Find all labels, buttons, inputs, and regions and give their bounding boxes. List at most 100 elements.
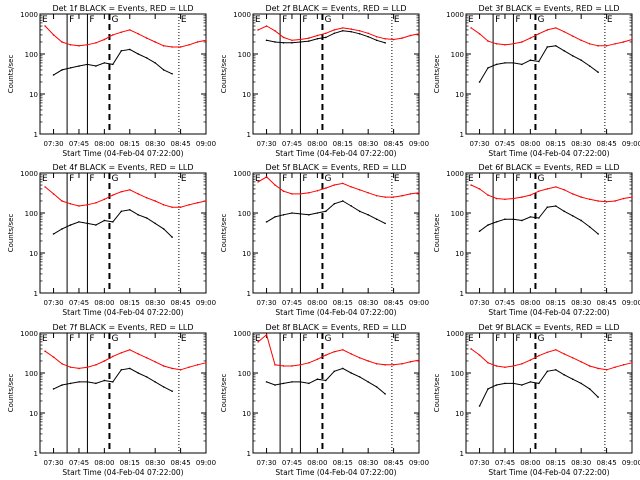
lld-data-point [597, 367, 599, 370]
lld-data-point [52, 193, 55, 195]
events-data-point [478, 405, 481, 407]
x-tick-label: 07:30 [43, 459, 63, 467]
y-tick-label: 1000 [233, 330, 251, 338]
events-data-point [274, 41, 276, 43]
events-data-point [282, 382, 285, 385]
lld-data-point [145, 356, 148, 359]
x-tick-label: 08:30 [358, 459, 378, 467]
event-marker-label: E [42, 334, 48, 344]
lld-data-point [384, 37, 386, 40]
lld-data-point [375, 362, 378, 365]
events-data-point [546, 370, 549, 373]
lld-data-point [367, 32, 369, 35]
events-data-point [120, 50, 123, 52]
events-data-point [538, 217, 540, 219]
events-data-point [571, 55, 574, 57]
events-data-point [367, 214, 369, 216]
events-data-point [112, 381, 114, 383]
events-data-point [308, 382, 310, 385]
y-tick-label: 1000 [20, 330, 38, 338]
panel-title: Det 5f BLACK = Events, RED = LLD [265, 163, 406, 172]
events-data-point [358, 32, 361, 35]
events-data-point [61, 69, 63, 71]
events-data-point [137, 214, 140, 216]
lld-data-point [622, 197, 625, 200]
x-tick-label: 09:00 [196, 299, 216, 307]
lld-data-point [470, 348, 472, 350]
events-data-point [358, 376, 361, 378]
events-data-point [145, 376, 148, 378]
events-data-point [52, 233, 55, 235]
event-marker-label: E [255, 334, 261, 344]
event-marker-label: G [324, 15, 331, 25]
lld-data-point [546, 188, 549, 190]
lld-data-point [478, 32, 481, 35]
lld-data-point [179, 369, 182, 371]
x-tick-label: 08:00 [94, 140, 114, 148]
lld-data-point [196, 41, 199, 43]
lld-series-line [257, 333, 420, 367]
plot-frame [465, 332, 633, 454]
x-tick-label: 08:45 [383, 140, 403, 148]
lld-data-point [504, 198, 506, 201]
lld-series-line [44, 186, 207, 208]
lld-data-point [512, 365, 515, 367]
events-series-line [53, 209, 173, 238]
x-tick-label: 07:45 [69, 140, 89, 148]
x-tick-label: 07:45 [282, 140, 302, 148]
event-marker-label: E [255, 174, 261, 184]
x-tick-label: 08:45 [170, 299, 190, 307]
event-marker-label: F [495, 334, 500, 344]
x-tick-label: 09:00 [409, 299, 429, 307]
x-tick-label: 09:00 [196, 459, 216, 467]
event-marker-label: E [181, 174, 187, 184]
detector-panel: Det 5f BLACK = Events, RED = LLD Counts/s… [220, 163, 429, 317]
lld-data-point [631, 361, 633, 364]
lld-data-point [333, 29, 336, 31]
lld-series-line [470, 27, 633, 47]
events-data-point [103, 379, 106, 382]
events-data-point [86, 63, 89, 66]
x-tick-label: 08:00 [520, 459, 540, 467]
events-data-point [580, 219, 582, 222]
events-data-point [341, 200, 344, 202]
y-axis-label: Counts/sec [7, 374, 15, 413]
event-marker-label: E [607, 174, 613, 184]
lld-data-point [299, 38, 302, 41]
x-axis-label: Start Time (04-Feb-04 07:22:00) [62, 468, 183, 477]
lld-data-point [571, 35, 574, 37]
lld-data-point [128, 189, 131, 191]
x-tick-label: 07:30 [469, 459, 489, 467]
event-marker-label: E [468, 174, 474, 184]
lld-data-point [282, 190, 285, 193]
x-tick-label: 09:00 [622, 140, 640, 148]
lld-data-point [418, 191, 420, 194]
event-marker-label: E [468, 15, 474, 25]
panel-title: Det 3f BLACK = Events, RED = LLD [478, 4, 619, 13]
events-data-point [265, 39, 268, 42]
lld-data-point [478, 354, 481, 356]
events-data-point [103, 219, 106, 222]
events-data-point [341, 30, 344, 32]
lld-series-line [257, 25, 420, 41]
events-data-point [512, 382, 515, 385]
lld-data-point [61, 41, 63, 43]
lld-data-point [61, 362, 63, 365]
event-marker-label: F [302, 15, 307, 25]
lld-data-point [358, 189, 361, 191]
events-data-point [350, 205, 353, 207]
lld-data-point [137, 353, 140, 355]
lld-data-point [265, 334, 268, 336]
event-marker-label: F [515, 334, 520, 344]
events-data-point [325, 210, 327, 213]
x-tick-label: 07:30 [43, 140, 63, 148]
lld-data-point [325, 354, 327, 356]
event-marker-label: F [69, 174, 74, 184]
event-marker-label: F [495, 174, 500, 184]
detector-panel: Det 1f BLACK = Events, RED = LLD Counts/s… [7, 4, 216, 158]
lld-data-point [597, 45, 599, 47]
x-tick-label: 08:15 [546, 459, 566, 467]
lld-data-point [120, 190, 123, 193]
x-tick-label: 09:00 [409, 140, 429, 148]
events-data-point [521, 63, 523, 66]
